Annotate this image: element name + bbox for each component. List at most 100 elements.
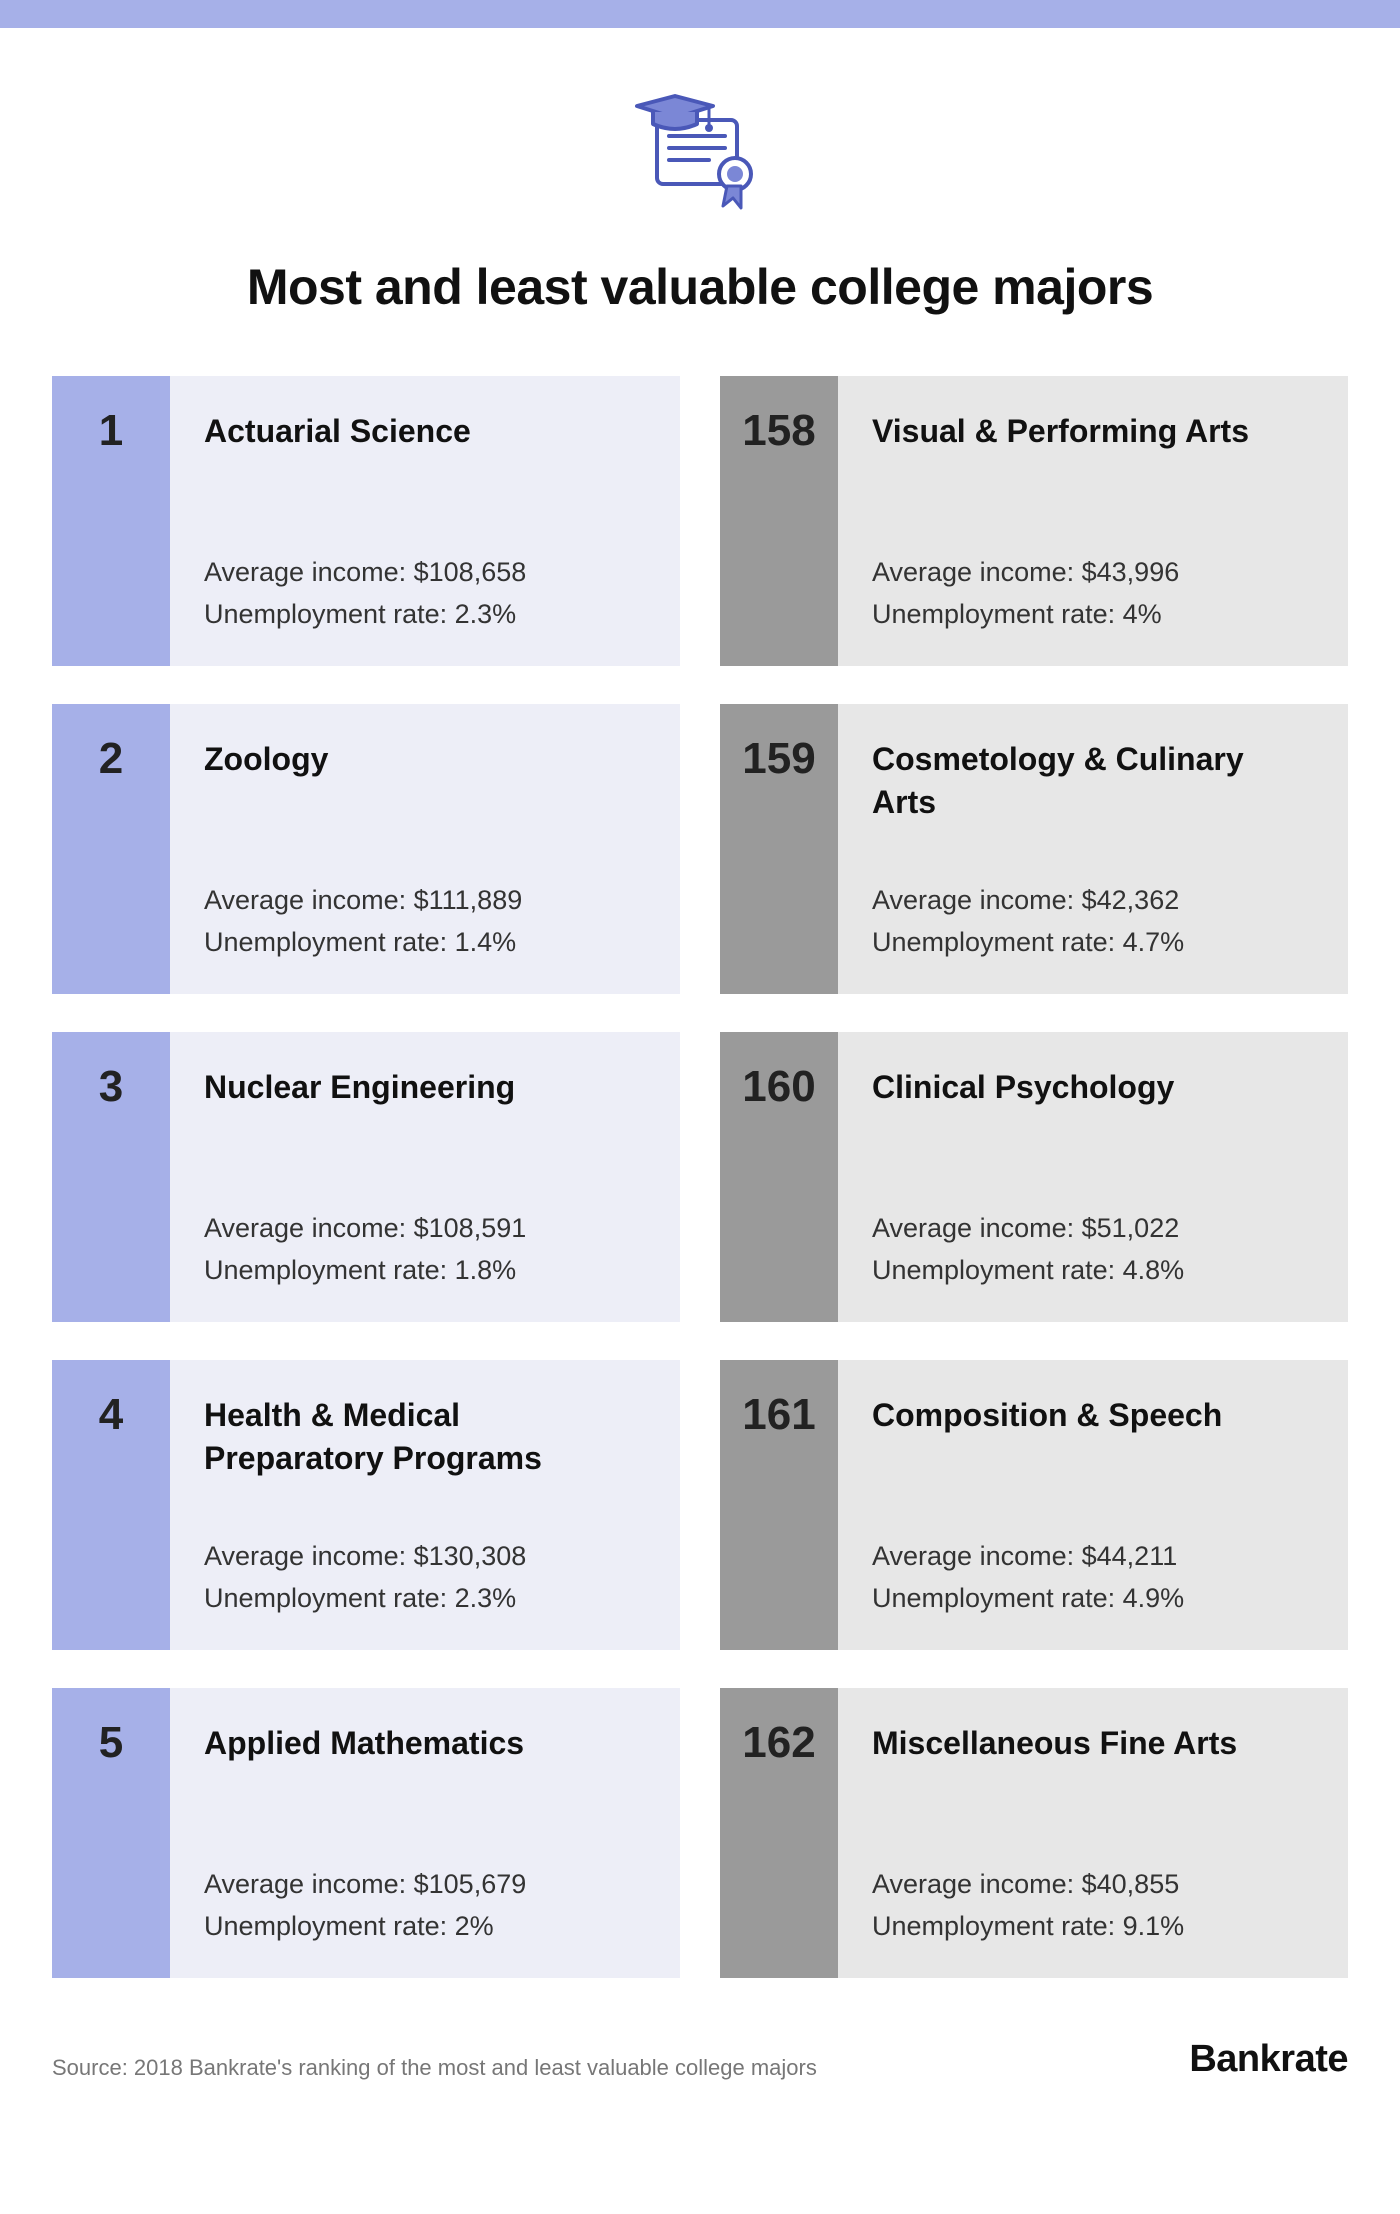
unemployment-value: 2.3%	[455, 599, 517, 629]
income-line: Average income: $43,996	[872, 552, 1314, 594]
major-name: Zoology	[204, 738, 646, 781]
source-text: Source: 2018 Bankrate's ranking of the m…	[52, 2055, 817, 2081]
major-card: 161 Composition & Speech Average income:…	[720, 1360, 1348, 1650]
unemployment-line: Unemployment rate: 4.9%	[872, 1578, 1314, 1620]
unemployment-value: 2.3%	[455, 1583, 517, 1613]
unemployment-label: Unemployment rate:	[204, 927, 455, 957]
income-label: Average income:	[204, 1213, 414, 1243]
rank-number: 5	[99, 1718, 123, 1768]
income-line: Average income: $130,308	[204, 1536, 646, 1578]
income-value: $42,362	[1082, 885, 1180, 915]
income-line: Average income: $105,679	[204, 1864, 646, 1906]
income-value: $51,022	[1082, 1213, 1180, 1243]
rank-badge: 1	[52, 376, 170, 666]
top-accent-bar	[0, 0, 1400, 28]
rank-number: 160	[742, 1062, 815, 1112]
unemployment-value: 9.1%	[1123, 1911, 1185, 1941]
rank-number: 4	[99, 1390, 123, 1440]
major-card: 159 Cosmetology & Culinary Arts Average …	[720, 704, 1348, 994]
rank-badge: 2	[52, 704, 170, 994]
major-name: Composition & Speech	[872, 1394, 1314, 1437]
major-name: Visual & Performing Arts	[872, 410, 1314, 453]
page-title: Most and least valuable college majors	[52, 258, 1348, 316]
unemployment-line: Unemployment rate: 2.3%	[204, 594, 646, 636]
card-body: Zoology Average income: $111,889 Unemplo…	[170, 704, 680, 994]
income-value: $44,211	[1082, 1541, 1178, 1571]
card-body: Miscellaneous Fine Arts Average income: …	[838, 1688, 1348, 1978]
income-value: $108,658	[414, 557, 527, 587]
major-card: 4 Health & Medical Preparatory Programs …	[52, 1360, 680, 1650]
rank-badge: 3	[52, 1032, 170, 1322]
income-label: Average income:	[872, 885, 1082, 915]
card-body: Cosmetology & Culinary Arts Average inco…	[838, 704, 1348, 994]
unemployment-label: Unemployment rate:	[872, 599, 1123, 629]
income-line: Average income: $111,889	[204, 880, 646, 922]
unemployment-line: Unemployment rate: 1.8%	[204, 1250, 646, 1292]
income-value: $130,308	[414, 1541, 527, 1571]
rank-badge: 4	[52, 1360, 170, 1650]
rank-badge: 160	[720, 1032, 838, 1322]
major-card: 162 Miscellaneous Fine Arts Average inco…	[720, 1688, 1348, 1978]
income-label: Average income:	[872, 1869, 1082, 1899]
unemployment-value: 1.4%	[455, 927, 517, 957]
major-stats: Average income: $40,855 Unemployment rat…	[872, 1864, 1314, 1948]
major-card: 1 Actuarial Science Average income: $108…	[52, 376, 680, 666]
card-body: Composition & Speech Average income: $44…	[838, 1360, 1348, 1650]
unemployment-value: 4.7%	[1123, 927, 1185, 957]
major-stats: Average income: $44,211 Unemployment rat…	[872, 1536, 1314, 1620]
card-body: Health & Medical Preparatory Programs Av…	[170, 1360, 680, 1650]
unemployment-line: Unemployment rate: 4.8%	[872, 1250, 1314, 1292]
rank-badge: 5	[52, 1688, 170, 1978]
major-card: 2 Zoology Average income: $111,889 Unemp…	[52, 704, 680, 994]
income-label: Average income:	[872, 1541, 1082, 1571]
unemployment-value: 4.9%	[1123, 1583, 1185, 1613]
unemployment-label: Unemployment rate:	[872, 927, 1123, 957]
unemployment-label: Unemployment rate:	[872, 1911, 1123, 1941]
major-name: Clinical Psychology	[872, 1066, 1314, 1109]
unemployment-label: Unemployment rate:	[204, 1911, 455, 1941]
income-label: Average income:	[204, 557, 414, 587]
unemployment-line: Unemployment rate: 2.3%	[204, 1578, 646, 1620]
major-stats: Average income: $130,308 Unemployment ra…	[204, 1536, 646, 1620]
income-label: Average income:	[872, 1213, 1082, 1243]
brand-logo: Bankrate	[1189, 2038, 1348, 2081]
unemployment-line: Unemployment rate: 4.7%	[872, 922, 1314, 964]
card-body: Visual & Performing Arts Average income:…	[838, 376, 1348, 666]
unemployment-label: Unemployment rate:	[872, 1255, 1123, 1285]
rank-number: 2	[99, 734, 123, 784]
rank-number: 1	[99, 406, 123, 456]
unemployment-value: 2%	[455, 1911, 494, 1941]
major-stats: Average income: $43,996 Unemployment rat…	[872, 552, 1314, 636]
major-stats: Average income: $42,362 Unemployment rat…	[872, 880, 1314, 964]
rank-badge: 159	[720, 704, 838, 994]
major-card: 160 Clinical Psychology Average income: …	[720, 1032, 1348, 1322]
major-stats: Average income: $51,022 Unemployment rat…	[872, 1208, 1314, 1292]
income-line: Average income: $51,022	[872, 1208, 1314, 1250]
unemployment-label: Unemployment rate:	[204, 1583, 455, 1613]
card-body: Actuarial Science Average income: $108,6…	[170, 376, 680, 666]
income-value: $105,679	[414, 1869, 527, 1899]
major-card: 5 Applied Mathematics Average income: $1…	[52, 1688, 680, 1978]
major-name: Applied Mathematics	[204, 1722, 646, 1765]
major-stats: Average income: $108,658 Unemployment ra…	[204, 552, 646, 636]
rank-number: 161	[742, 1390, 815, 1440]
major-card: 3 Nuclear Engineering Average income: $1…	[52, 1032, 680, 1322]
income-label: Average income:	[204, 885, 414, 915]
most-valuable-column: 1 Actuarial Science Average income: $108…	[52, 376, 680, 1978]
unemployment-line: Unemployment rate: 4%	[872, 594, 1314, 636]
income-value: $111,889	[414, 885, 523, 915]
major-name: Nuclear Engineering	[204, 1066, 646, 1109]
major-stats: Average income: $108,591 Unemployment ra…	[204, 1208, 646, 1292]
unemployment-label: Unemployment rate:	[872, 1583, 1123, 1613]
least-valuable-column: 158 Visual & Performing Arts Average inc…	[720, 376, 1348, 1978]
income-line: Average income: $44,211	[872, 1536, 1314, 1578]
rank-badge: 161	[720, 1360, 838, 1650]
major-name: Miscellaneous Fine Arts	[872, 1722, 1314, 1765]
rank-number: 159	[742, 734, 815, 784]
income-label: Average income:	[204, 1541, 414, 1571]
unemployment-value: 4.8%	[1123, 1255, 1185, 1285]
rank-number: 162	[742, 1718, 815, 1768]
card-body: Nuclear Engineering Average income: $108…	[170, 1032, 680, 1322]
diploma-cap-icon	[52, 88, 1348, 218]
income-line: Average income: $108,658	[204, 552, 646, 594]
